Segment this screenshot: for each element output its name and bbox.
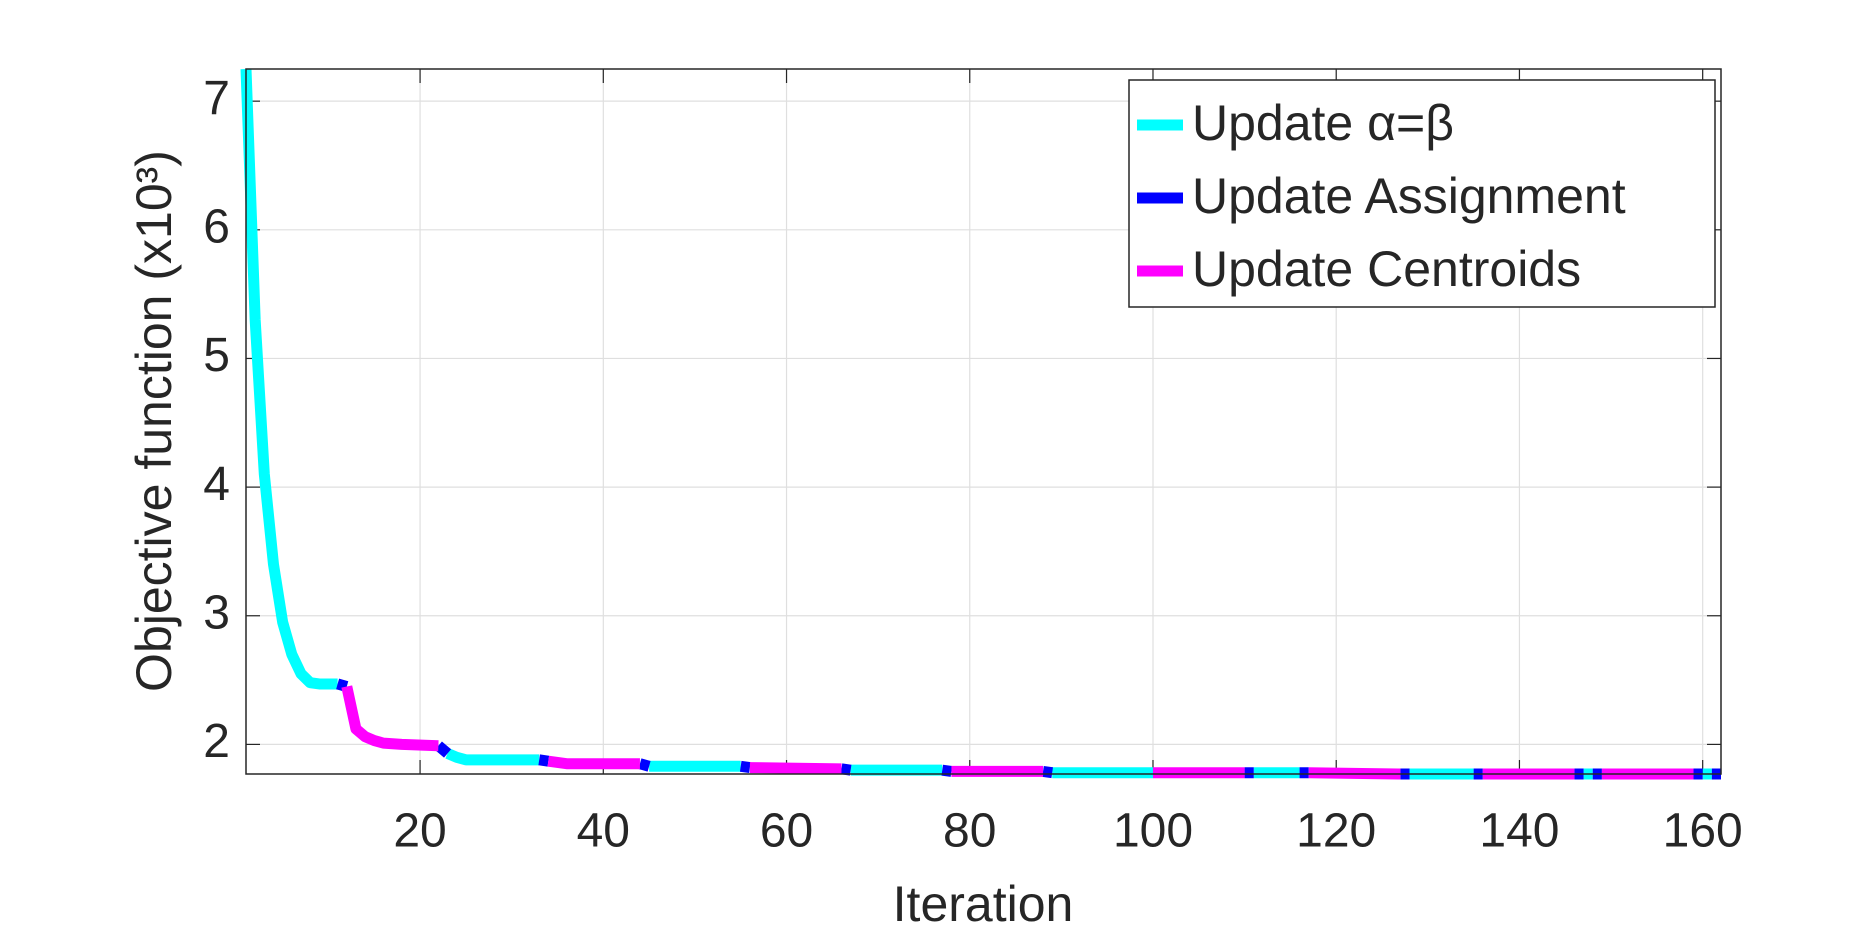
y-tick-label: 6 (203, 200, 230, 253)
axes-box (245, 68, 1722, 775)
x-tick-label: 20 (393, 805, 446, 858)
x-axis-label: Iteration (893, 876, 1074, 932)
y-tick-label: 7 (203, 72, 230, 125)
y-tick-label: 4 (203, 458, 230, 511)
y-tick-label: 5 (203, 329, 230, 382)
x-tick-label: 120 (1296, 805, 1376, 858)
y-tick-label: 2 (203, 715, 230, 768)
y-tick-label: 3 (203, 586, 230, 639)
legend-label: Update Centroids (1192, 241, 1581, 297)
x-tick-label: 100 (1113, 805, 1193, 858)
x-tick-label: 80 (943, 805, 996, 858)
legend-box (1128, 79, 1716, 308)
x-tick-label: 40 (577, 805, 630, 858)
legend-label: Update α=β (1192, 95, 1454, 151)
x-tick-label: 60 (760, 805, 813, 858)
y-axis-label: Objective function (x10³) (126, 150, 182, 692)
legend-label: Update Assignment (1192, 168, 1626, 224)
x-tick-label: 160 (1663, 805, 1743, 858)
x-tick-label: 140 (1479, 805, 1559, 858)
